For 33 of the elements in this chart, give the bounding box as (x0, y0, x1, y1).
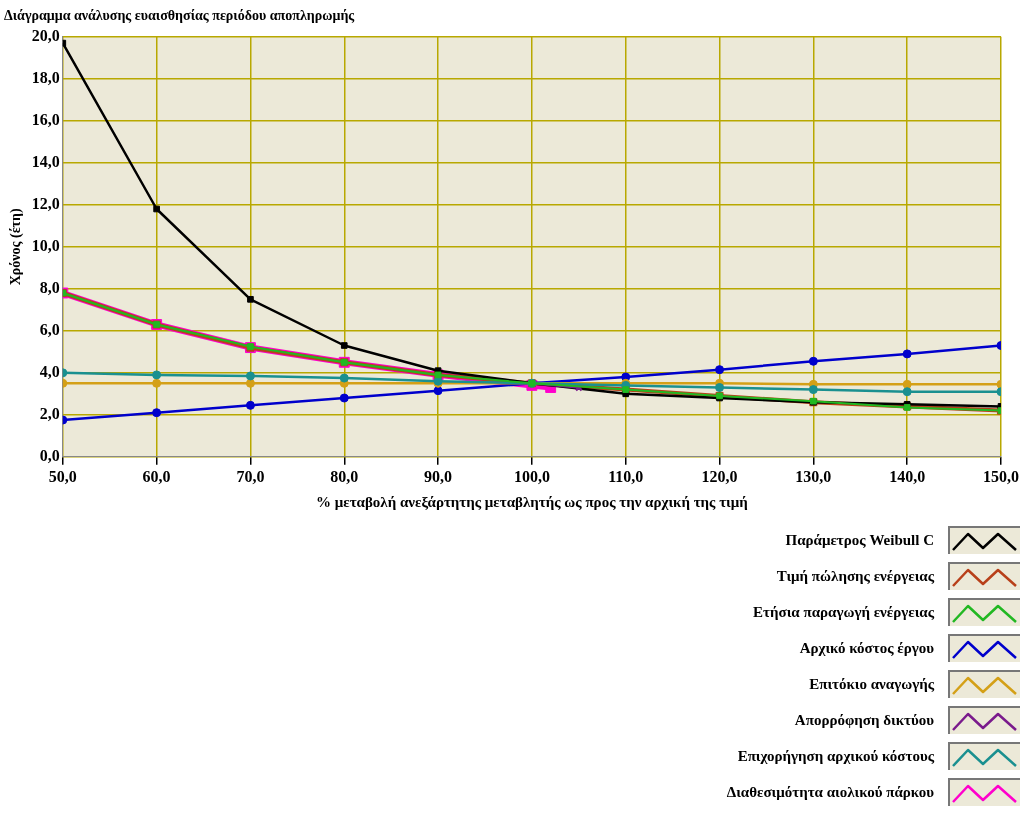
x-tick-label: 120,0 (701, 467, 738, 485)
legend-label: Απορρόφηση δικτύου (794, 711, 934, 729)
y-tick-label: 6,0 (39, 320, 60, 338)
y-tick-label: 12,0 (31, 194, 60, 212)
legend-label: Επιτόκιο αναγωγής (809, 675, 934, 693)
legend-label: Τιμή πώλησης ενέργειας (776, 567, 934, 585)
x-tick-label: 80,0 (330, 467, 359, 485)
x-tick-label: 140,0 (889, 467, 926, 485)
x-tick-label: 50,0 (48, 467, 77, 485)
x-tick-label: 90,0 (424, 467, 453, 485)
legend-label: Αρχικό κόστος έργου (799, 639, 934, 657)
y-axis-title: Χρόνος (έτη) (8, 207, 25, 286)
legend-label: Παράμετρος Weibull C (785, 531, 934, 549)
x-tick-label: 130,0 (795, 467, 832, 485)
y-tick-label: 18,0 (31, 68, 60, 86)
legend-label: Διαθεσιμότητα αιολικού πάρκου (726, 783, 934, 801)
y-tick-label: 10,0 (31, 236, 60, 254)
legend-label: Επιχορήγηση αρχικού κόστους (737, 747, 934, 765)
x-axis-title: % μεταβολή ανεξάρτητης μεταβλητής ως προς την αρχική της τιμή (316, 493, 748, 510)
y-tick-label: 2,0 (39, 404, 60, 422)
x-tick-label: 70,0 (236, 467, 265, 485)
x-tick-label: 60,0 (142, 467, 171, 485)
y-tick-label: 0,0 (39, 446, 60, 464)
y-tick-label: 20,0 (31, 26, 60, 44)
chart-title: Διάγραμμα ανάλυσης ευαισθησίας περιόδου αποπληρωμής (4, 8, 356, 24)
x-tick-label: 110,0 (608, 467, 644, 485)
legend-label: Ετήσια παραγωγή ενέργειας (753, 603, 934, 621)
y-tick-label: 4,0 (39, 362, 60, 380)
x-tick-label: 150,0 (983, 467, 1019, 485)
y-tick-label: 8,0 (39, 278, 60, 296)
x-tick-label: 100,0 (513, 467, 550, 485)
y-tick-label: 16,0 (31, 110, 60, 128)
y-tick-label: 14,0 (31, 152, 60, 170)
